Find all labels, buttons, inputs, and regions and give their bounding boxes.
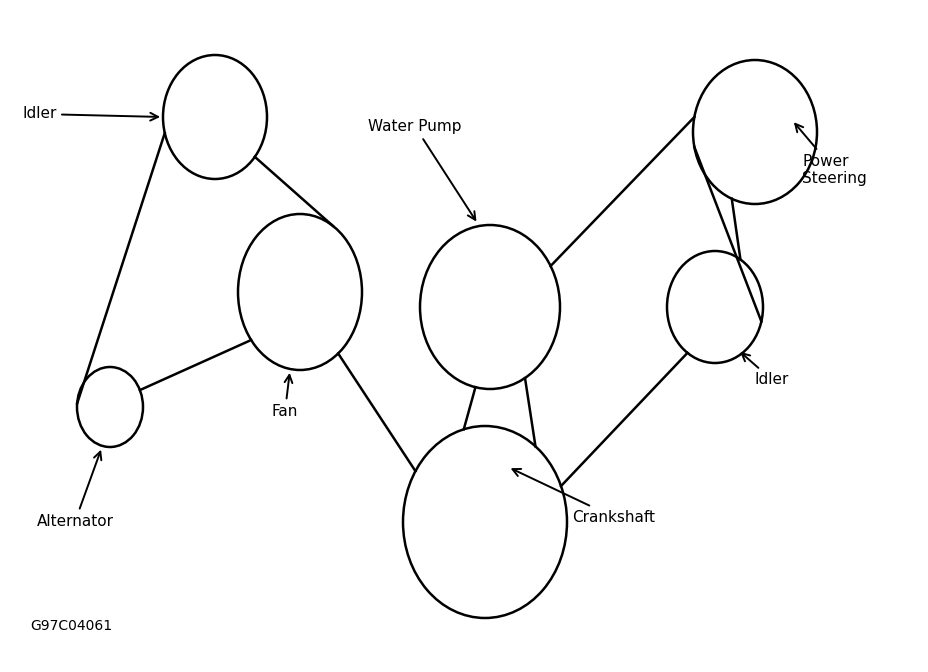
- Text: Idler: Idler: [22, 106, 158, 122]
- Text: G97C04061: G97C04061: [30, 619, 112, 633]
- Text: Fan: Fan: [272, 375, 298, 419]
- Text: Water Pump: Water Pump: [367, 119, 475, 220]
- Text: Alternator: Alternator: [36, 452, 113, 529]
- Text: Power
Steering: Power Steering: [794, 124, 866, 186]
- Text: Idler: Idler: [741, 353, 789, 388]
- Text: Crankshaft: Crankshaft: [512, 469, 654, 525]
